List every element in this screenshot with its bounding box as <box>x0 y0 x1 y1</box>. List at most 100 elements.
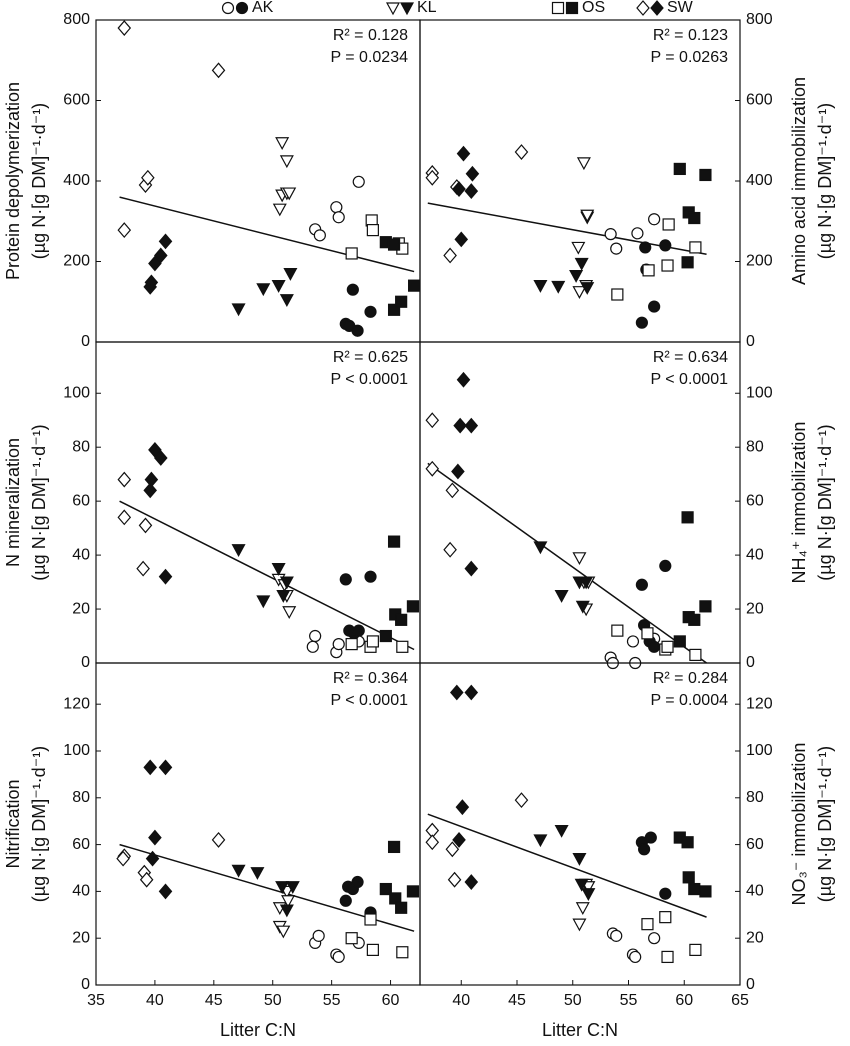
point <box>453 417 467 434</box>
fit-line <box>119 500 415 651</box>
y-tick-label: 80 <box>72 789 90 806</box>
point <box>659 239 672 252</box>
y-tick-label: 40 <box>72 546 90 563</box>
point <box>279 155 294 169</box>
point <box>117 222 132 239</box>
point <box>464 417 479 434</box>
point <box>282 187 297 201</box>
point <box>641 627 654 640</box>
point <box>148 441 162 458</box>
point <box>464 874 479 890</box>
y-tick-label: 40 <box>746 546 764 563</box>
point <box>408 279 421 292</box>
point <box>661 259 674 272</box>
y-tick-label: 80 <box>72 438 90 455</box>
y-axis-label: NO₃⁻ immobilization <box>789 743 809 906</box>
point <box>533 834 548 848</box>
point <box>379 882 392 896</box>
point <box>533 280 548 293</box>
annotation: R² = 0.284 <box>653 670 728 687</box>
point <box>139 871 154 888</box>
x-tick-label: 45 <box>205 992 223 1009</box>
annotation: R² = 0.128 <box>333 27 408 44</box>
y-tick-label: 0 <box>81 654 90 671</box>
legend-item: AK <box>221 0 274 16</box>
point <box>312 929 325 942</box>
point <box>364 913 377 926</box>
legend-item: OS <box>551 0 605 16</box>
y-axis-label: (µg N·[g DM]⁻¹·d⁻¹) <box>815 424 835 580</box>
annotation: P = 0.0263 <box>650 49 728 66</box>
panel-frame <box>419 662 741 986</box>
legend-marker <box>551 1 565 15</box>
y-tick-label: 80 <box>746 789 764 806</box>
x-tick-label: 55 <box>620 992 638 1009</box>
point <box>464 183 479 199</box>
point <box>574 257 589 271</box>
x-tick-label: 65 <box>731 992 749 1009</box>
y-tick-label: 100 <box>746 742 773 759</box>
point <box>579 576 594 590</box>
annotation: P = 0.0234 <box>330 49 408 66</box>
point <box>580 282 595 295</box>
point <box>143 482 157 499</box>
y-tick-label: 20 <box>746 600 764 617</box>
point <box>345 247 358 260</box>
point <box>154 450 168 466</box>
point <box>681 511 694 524</box>
y-axis-label: (µg N·[g DM]⁻¹·d⁻¹) <box>815 746 835 902</box>
point <box>275 137 290 151</box>
point <box>682 871 695 884</box>
point <box>580 209 595 223</box>
y-tick-label: 100 <box>746 384 773 401</box>
point <box>635 316 648 329</box>
annotation: P < 0.0001 <box>650 371 728 388</box>
point <box>604 228 617 241</box>
point <box>626 635 640 648</box>
point <box>136 560 150 577</box>
y-tick-label: 120 <box>63 695 90 712</box>
point <box>699 600 712 613</box>
annotation: P = 0.0004 <box>650 692 728 709</box>
point <box>699 168 712 182</box>
point <box>345 638 358 651</box>
point <box>572 918 587 932</box>
point <box>452 181 466 197</box>
point <box>154 247 168 264</box>
legend-item: SW <box>636 0 694 16</box>
y-tick-label: 100 <box>63 742 90 759</box>
y-axis-label: (µg N·[g DM]⁻¹·d⁻¹) <box>29 746 49 902</box>
legend-label: OS <box>582 0 605 16</box>
point <box>454 231 469 248</box>
point <box>345 932 358 945</box>
point <box>464 684 479 701</box>
y-axis-label: Amino acid immobilization <box>789 77 809 285</box>
point <box>576 157 591 171</box>
point <box>275 881 290 894</box>
point <box>644 831 657 844</box>
point <box>629 950 642 964</box>
point <box>352 624 365 637</box>
point <box>699 885 712 898</box>
point <box>276 589 291 603</box>
point <box>250 867 265 880</box>
point <box>673 635 686 648</box>
point <box>352 175 365 188</box>
y-tick-label: 120 <box>746 695 773 712</box>
legend-marker <box>221 1 235 15</box>
point <box>659 911 672 924</box>
point <box>332 638 345 651</box>
x-tick-label: 50 <box>564 992 582 1009</box>
legend-marker <box>399 2 415 16</box>
point <box>395 901 408 914</box>
point <box>282 606 297 620</box>
y-tick-label: 0 <box>746 654 755 671</box>
y-tick-label: 600 <box>63 92 90 109</box>
y-tick-label: 40 <box>746 883 764 900</box>
point <box>641 918 654 931</box>
point <box>346 283 359 296</box>
point <box>351 875 364 889</box>
point <box>396 640 409 653</box>
point <box>689 648 702 662</box>
